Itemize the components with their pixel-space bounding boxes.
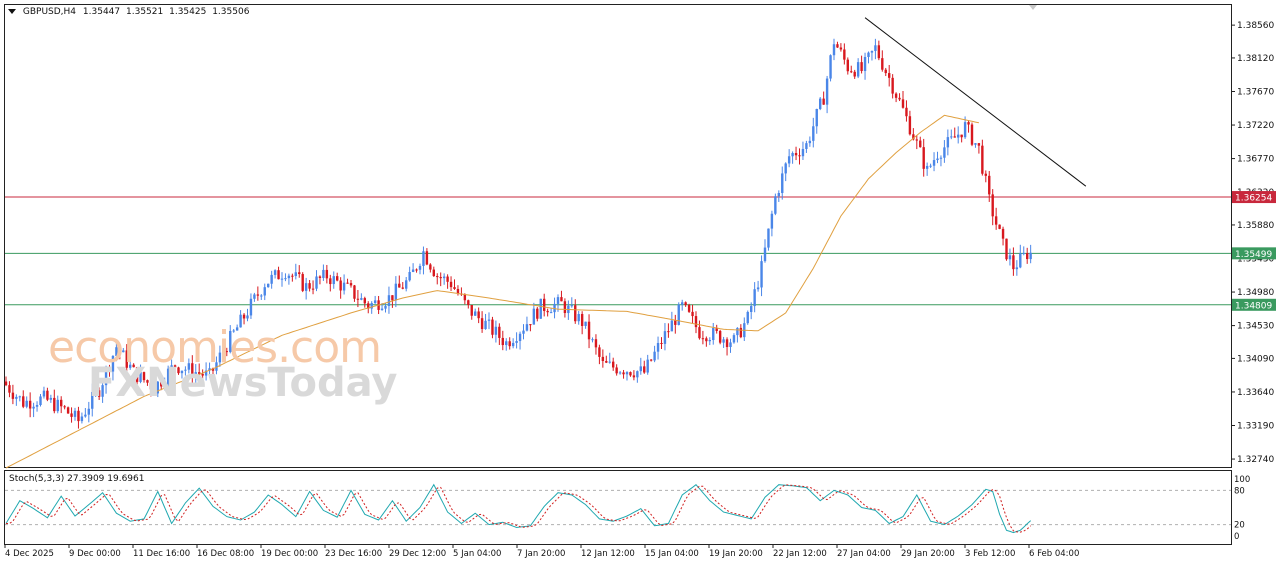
low-value: 1.35425 [169,7,206,17]
price-tick-label: 1.35880 [1237,221,1274,231]
candle [719,330,721,344]
time-tick-label: 7 Jan 20:00 [517,549,565,559]
time-tick-label: 3 Feb 12:00 [965,549,1015,559]
price-level-tag: 1.35499 [1232,247,1276,260]
time-tick-label: 27 Jan 04:00 [837,549,891,559]
time-tick-label: 19 Jan 20:00 [709,549,763,559]
time-tick-label: 16 Dec 08:00 [197,549,254,559]
candle [747,310,749,324]
stoch-tick-label: 0 [1234,532,1239,542]
price-tick-label: 1.38120 [1237,54,1274,64]
price-tick-label: 1.33190 [1237,422,1274,432]
price-tick-label: 1.33640 [1237,388,1274,398]
candle [1005,239,1007,261]
candle [678,302,680,325]
time-tick-label: 9 Dec 00:00 [69,549,121,559]
price-tick-label: 1.37220 [1237,121,1274,131]
price-tick-label: 1.34980 [1237,288,1274,298]
price-tick-label: 1.38560 [1237,21,1274,31]
time-tick-label: 4 Dec 2025 [5,549,54,559]
time-tick-label: 12 Jan 12:00 [581,549,635,559]
triangle-down-icon[interactable] [8,9,16,14]
open-value: 1.35447 [83,7,120,17]
candle [302,272,304,292]
stoch-tick-label: 100 [1234,475,1250,485]
candle [774,194,776,216]
chart-header: GBPUSD,H4 1.35447 1.35521 1.35425 1.3550… [8,7,249,17]
candle [829,54,831,81]
time-tick-label: 22 Jan 12:00 [773,549,827,559]
stoch-tick-label: 80 [1234,486,1245,496]
time-tick-label: 15 Jan 04:00 [645,549,699,559]
price-tick-label: 1.37670 [1237,87,1274,97]
stoch-label: Stoch(5,3,3) 27.3909 19.6961 [9,474,144,484]
svg-text:1.34809: 1.34809 [1235,301,1272,311]
price-level-tag: 1.34809 [1232,299,1276,312]
candle [998,224,1000,229]
symbol-label: GBPUSD,H4 [23,7,76,17]
high-value: 1.35521 [126,7,163,17]
price-level-tag: 1.36254 [1232,191,1276,204]
svg-text:1.36254: 1.36254 [1235,194,1272,204]
time-tick-label: 11 Dec 16:00 [133,549,190,559]
time-tick-label: 19 Dec 00:00 [261,549,318,559]
svg-text:1.35499: 1.35499 [1235,250,1272,260]
candle [540,299,542,319]
candle [767,228,769,250]
time-tick-label: 23 Dec 16:00 [325,549,382,559]
price-tick-label: 1.32740 [1237,455,1274,465]
candle [267,284,269,288]
time-tick-label: 5 Jan 04:00 [453,549,501,559]
close-value: 1.35506 [212,7,249,17]
candle [971,123,973,147]
candle [819,97,821,110]
price-tick-label: 1.34090 [1237,354,1274,364]
time-tick-label: 6 Feb 04:00 [1029,549,1079,559]
candle [688,304,690,313]
watermark-fxnewstoday: FXNewsToday [88,360,397,406]
stoch-tick-label: 20 [1234,521,1245,531]
candle [67,407,69,414]
price-tick-label: 1.34530 [1237,322,1274,332]
price-tick-label: 1.36770 [1237,155,1274,165]
time-tick-label: 29 Jan 20:00 [901,549,955,559]
time-tick-label: 29 Dec 12:00 [389,549,446,559]
